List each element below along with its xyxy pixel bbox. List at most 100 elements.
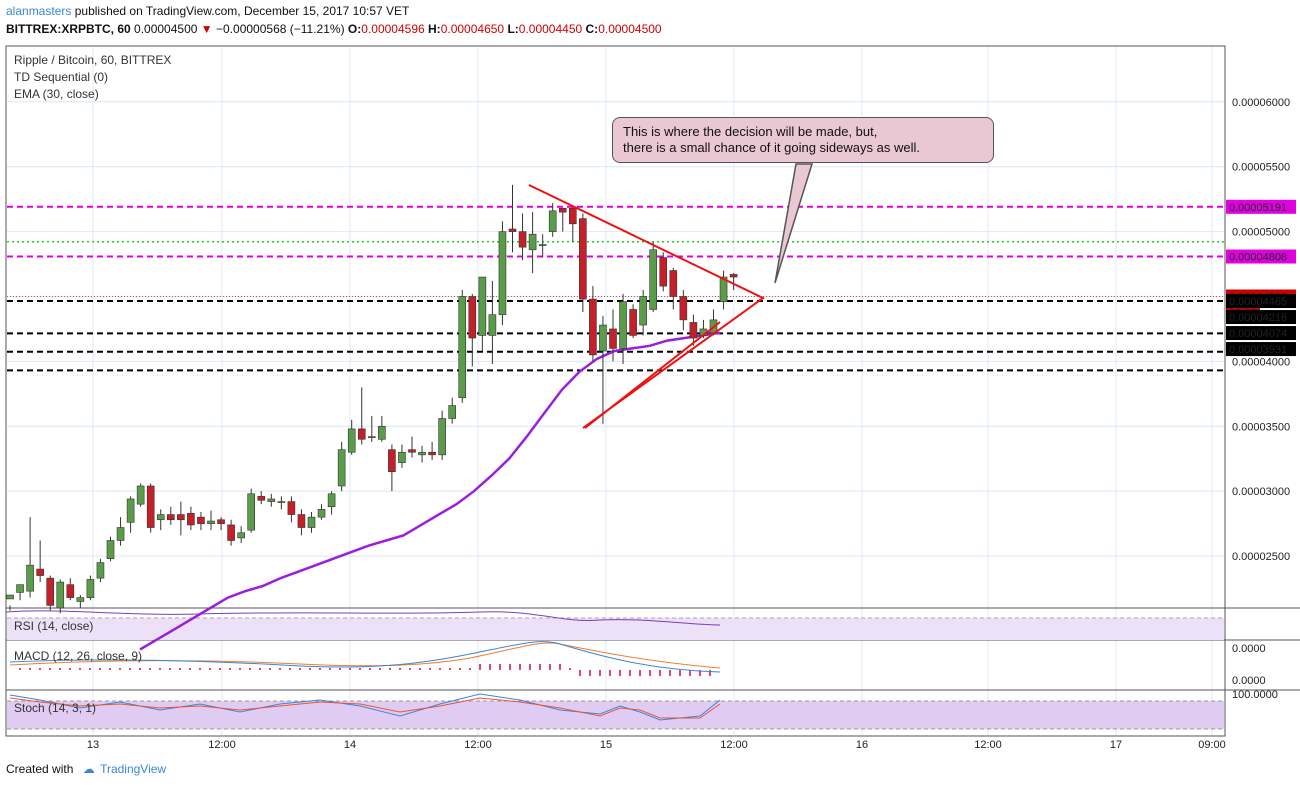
tradingview-link[interactable]: TradingView (100, 762, 167, 776)
legend-stoch: Stoch (14, 3, 1) (14, 701, 96, 715)
low-value: 0.00004450 (518, 22, 583, 36)
candle-down (659, 257, 668, 287)
tradingview-logo-icon[interactable]: ☁ (82, 762, 95, 776)
candle-down (197, 516, 205, 524)
candle-up (337, 449, 346, 487)
candle-down (388, 449, 396, 473)
legend-rsi: RSI (14, close) (14, 619, 93, 633)
publish-info: published on TradingView.com, December 1… (74, 4, 410, 18)
candle-up (96, 562, 105, 579)
price-tick-label: 0.00005500 (1232, 162, 1290, 174)
candle-up (56, 581, 65, 609)
macd-line (9, 641, 721, 673)
candle-down (609, 328, 617, 349)
candle-up (639, 296, 647, 326)
candle-up (378, 425, 386, 440)
time-tick-label: 12:00 (974, 739, 1002, 751)
candle-down (689, 322, 698, 339)
price-tick-label: 0.00005000 (1232, 227, 1290, 239)
time-tick-label: 13 (87, 739, 99, 751)
candle-up (458, 296, 467, 399)
candle-up (367, 436, 376, 438)
candle-down (428, 451, 436, 456)
candle-up (156, 514, 165, 521)
candle-down (669, 270, 678, 297)
candle-up (649, 249, 658, 310)
candle-up (317, 509, 326, 518)
candle-down (66, 584, 75, 598)
price-tag (1226, 326, 1296, 341)
candle-up (116, 527, 125, 541)
price-tick-label: 0.00004000 (1232, 356, 1290, 368)
open-value: 0.00004596 (361, 22, 425, 36)
candle-down (177, 514, 185, 521)
candle-up (16, 584, 24, 593)
triangle-pattern (528, 184, 765, 429)
candle-down (408, 449, 416, 453)
time-tick-label: 12:00 (464, 739, 492, 751)
close-value: 0.00004500 (598, 22, 662, 36)
time-tick-label: 14 (344, 739, 356, 751)
price-tags: 0.000051910.000048080.0000450032:250.000… (1226, 199, 1296, 357)
legend-macd: MACD (12, 26, close, 9) (14, 649, 142, 663)
time-tick-label: 12:00 (720, 739, 748, 751)
time-tick-label: 16 (856, 739, 868, 751)
price-tag-label: 0.00004216 (1229, 312, 1287, 324)
candle-up (599, 324, 607, 352)
candle-up (267, 498, 276, 502)
candle-down (167, 514, 175, 521)
last-price: 0.00004500 (134, 22, 198, 36)
candle-down (579, 218, 587, 300)
time-tick-label: 12:00 (208, 739, 236, 751)
callout-pointer (774, 163, 814, 284)
price-tag (1226, 199, 1296, 214)
candle-up (106, 540, 115, 559)
candle-down (518, 231, 527, 248)
candles (6, 184, 738, 614)
time-tick-label: 15 (600, 739, 612, 751)
price-change: −0.00000568 (−11.21%) (216, 22, 345, 36)
level-lines (7, 205, 1224, 372)
rsi-band (7, 618, 1224, 640)
high-label: H: (428, 22, 441, 36)
candle-up (438, 418, 446, 456)
low-label: L: (507, 22, 519, 36)
price-tag-label: 0.00004808 (1229, 252, 1287, 264)
candle-up (247, 493, 255, 531)
candle-down (508, 228, 517, 232)
open-label: O: (347, 22, 362, 36)
price-tag-label: 0.00003931 (1229, 344, 1287, 356)
candle-up (237, 532, 245, 539)
candle-up (448, 405, 457, 419)
candle-up (6, 594, 14, 600)
candle-down (227, 524, 235, 541)
candle-up (478, 276, 487, 336)
candle-up (538, 244, 547, 246)
candle-down (629, 309, 637, 336)
candle-up (488, 314, 497, 336)
price-tick-label: 0.00003500 (1232, 421, 1290, 433)
legend-td-sequential: TD Sequential (0) (14, 70, 108, 84)
candle-down (679, 296, 688, 321)
candle-up (528, 233, 537, 251)
time-axis[interactable]: 13 12:00 14 12:00 15 12:00 16 12:00 17 09:00 (87, 739, 1226, 751)
candle-up (498, 231, 507, 315)
symbol-label: BITTREX:XRPBTC, 60 (6, 22, 131, 36)
candle-down (558, 207, 567, 213)
candle-down (257, 496, 266, 501)
quote-line: BITTREX:XRPBTC, 60 0.00004500 ▼ −0.00000… (6, 22, 662, 36)
candle-up (136, 485, 145, 505)
candle-up (347, 428, 356, 453)
price-tag (1226, 342, 1296, 357)
author-link[interactable]: alanmasters (6, 4, 72, 18)
candle-down (287, 501, 296, 515)
stoch-axis-top: 100.0000 (1232, 689, 1278, 701)
annotation-text: This is where the decision will be made,… (623, 124, 920, 155)
price-tag-label: 0.00004074 (1229, 328, 1287, 340)
candle-down (187, 512, 195, 526)
candle-up (126, 498, 135, 523)
candle-up (548, 210, 557, 232)
candle-down (589, 298, 597, 356)
candle-down (297, 514, 306, 528)
price-tag (1226, 249, 1296, 264)
